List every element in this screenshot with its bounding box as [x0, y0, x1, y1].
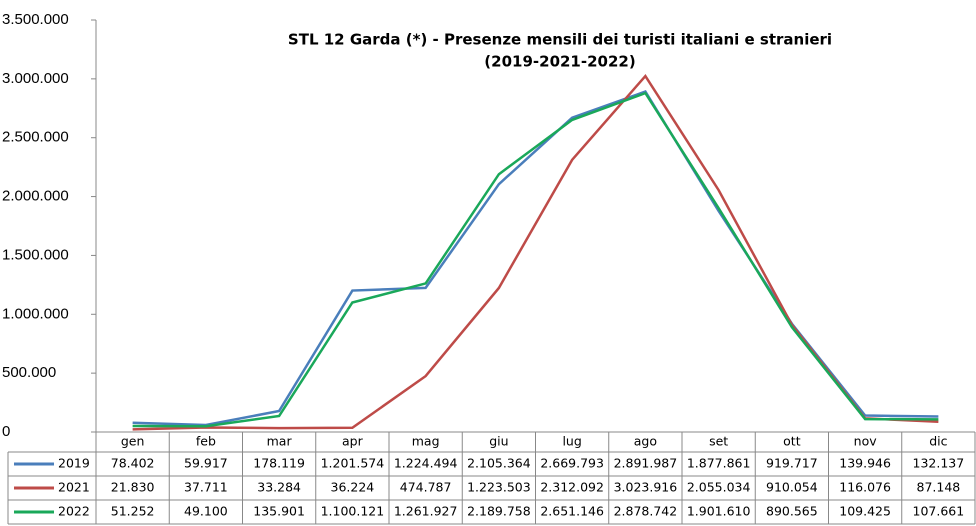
y-tick-label: 1.000.000 [2, 305, 69, 322]
table-value: 36.224 [331, 480, 375, 495]
table-value: 21.830 [111, 480, 155, 495]
y-tick-label: 2.000.000 [2, 188, 69, 205]
y-tick-label: 3.000.000 [2, 70, 69, 87]
x-tick-label: gen [121, 434, 145, 449]
table-value: 919.717 [766, 456, 818, 471]
y-tick-label: 500.000 [2, 364, 56, 381]
series-line [132, 73, 939, 431]
table-value: 49.100 [184, 504, 228, 519]
y-tick-label: 0 [2, 423, 10, 440]
table-value: 116.076 [839, 480, 891, 495]
series-line [132, 91, 939, 428]
table-value: 1.877.861 [687, 456, 751, 471]
x-tick-label: mag [412, 434, 440, 449]
y-tick-label: 2.500.000 [2, 129, 69, 146]
table-value: 135.901 [253, 504, 305, 519]
table-value: 132.137 [913, 456, 965, 471]
chart-subtitle: (2019-2021-2022) [484, 53, 635, 71]
x-tick-label: ago [634, 434, 657, 449]
table-value: 2.669.793 [540, 456, 604, 471]
table-value: 910.054 [766, 480, 818, 495]
table-value: 2.891.987 [614, 456, 678, 471]
table-value: 2.055.034 [687, 480, 751, 495]
table-value: 2.189.758 [467, 504, 531, 519]
table-value: 2.878.742 [614, 504, 678, 519]
x-tick-label: set [709, 434, 728, 449]
table-value: 139.946 [839, 456, 891, 471]
series-line [132, 90, 939, 427]
legend-label: 2021 [58, 480, 90, 495]
table-value: 474.787 [400, 480, 452, 495]
legend-label: 2019 [58, 456, 90, 471]
x-tick-label: mar [267, 434, 293, 449]
table-value: 1.224.494 [394, 456, 458, 471]
x-tick-label: apr [342, 434, 364, 449]
y-tick-label: 1.500.000 [2, 246, 69, 263]
x-tick-label: giu [489, 434, 508, 449]
table-value: 87.148 [917, 480, 961, 495]
table-value: 51.252 [111, 504, 155, 519]
table-value: 1.223.503 [467, 480, 531, 495]
table-value: 107.661 [913, 504, 965, 519]
x-tick-label: feb [196, 434, 216, 449]
table-value: 3.023.916 [614, 480, 678, 495]
table-value: 1.100.121 [321, 504, 385, 519]
table-value: 1.201.574 [321, 456, 385, 471]
x-tick-label: dic [929, 434, 947, 449]
table-value: 2.312.092 [540, 480, 604, 495]
table-value: 890.565 [766, 504, 818, 519]
x-tick-label: lug [562, 434, 581, 449]
table-value: 2.105.364 [467, 456, 531, 471]
legend-label: 2022 [58, 504, 90, 519]
chart-title: STL 12 Garda (*) - Presenze mensili dei … [288, 31, 832, 49]
table-value: 37.711 [184, 480, 228, 495]
table-value: 1.901.610 [687, 504, 751, 519]
table-value: 78.402 [111, 456, 155, 471]
table-value: 178.119 [253, 456, 305, 471]
table-value: 109.425 [839, 504, 891, 519]
table-value: 59.917 [184, 456, 228, 471]
y-tick-label: 3.500.000 [2, 11, 69, 28]
table-value: 1.261.927 [394, 504, 458, 519]
table-value: 33.284 [257, 480, 301, 495]
x-tick-label: nov [854, 434, 878, 449]
x-tick-label: ott [783, 434, 801, 449]
table-value: 2.651.146 [540, 504, 604, 519]
